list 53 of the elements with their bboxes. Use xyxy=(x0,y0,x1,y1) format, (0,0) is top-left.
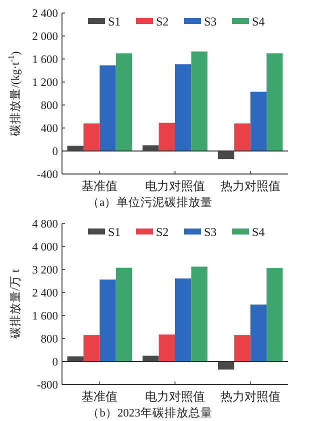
bar xyxy=(100,65,116,151)
bar xyxy=(234,335,250,362)
bar xyxy=(218,362,234,370)
x-tick-label: 基准值 xyxy=(82,390,118,404)
legend-label: S3 xyxy=(204,14,217,28)
y-tick-label: 800 xyxy=(40,334,58,346)
x-tick-label: 电力对照值 xyxy=(145,390,205,404)
bar xyxy=(100,280,116,362)
x-tick-label: 电力对照值 xyxy=(145,179,205,193)
legend-label: S3 xyxy=(204,225,217,239)
legend-label: S1 xyxy=(108,225,121,239)
y-tick-label: 2 400 xyxy=(32,288,58,300)
y-tick-label: 1 200 xyxy=(32,77,58,89)
y-tick-label: 2 400 xyxy=(32,8,58,20)
y-tick-label: 4 800 xyxy=(32,218,58,230)
legend-label: S1 xyxy=(108,14,121,28)
bar xyxy=(116,53,132,151)
text: （b）2023年碳排放总量 xyxy=(88,406,212,420)
y-tick-label: 0 xyxy=(52,146,58,158)
y-tick-label: 1 600 xyxy=(32,54,58,66)
bar xyxy=(191,52,208,151)
y-tick-label: 1 600 xyxy=(32,310,58,322)
bar xyxy=(250,304,267,362)
y-axis-title: 碳排放量/万 t xyxy=(9,268,22,340)
y-tick-label: 400 xyxy=(40,123,58,135)
bar xyxy=(234,123,250,151)
bar xyxy=(191,266,208,362)
bar xyxy=(158,122,175,151)
legend-label: S4 xyxy=(252,14,265,28)
x-tick-label: 基准值 xyxy=(82,179,118,193)
bar xyxy=(266,268,283,362)
legend-label: S2 xyxy=(156,225,169,239)
legend-label: S2 xyxy=(156,14,169,28)
bar xyxy=(218,151,234,160)
text: （a）单位污泥碳排放量 xyxy=(87,196,213,209)
bar xyxy=(158,334,175,362)
y-tick-label: 2 000 xyxy=(32,31,58,43)
bar xyxy=(175,64,192,151)
y-tick-label: -400 xyxy=(36,169,58,181)
y-tick-label: 800 xyxy=(40,100,58,112)
bar xyxy=(116,268,132,362)
bar xyxy=(83,123,100,151)
x-tick-label: 热力对照值 xyxy=(220,179,280,193)
legend-label: S4 xyxy=(252,225,265,239)
y-tick-label: 4 000 xyxy=(32,242,58,254)
bar xyxy=(266,53,283,151)
bar xyxy=(83,335,100,362)
y-tick-label: 0 xyxy=(52,356,58,368)
x-tick-label: 热力对照值 xyxy=(220,390,280,404)
bar xyxy=(250,92,267,151)
y-tick-label: -800 xyxy=(36,380,58,392)
bar xyxy=(175,278,192,362)
y-tick-label: 3 200 xyxy=(32,264,58,276)
